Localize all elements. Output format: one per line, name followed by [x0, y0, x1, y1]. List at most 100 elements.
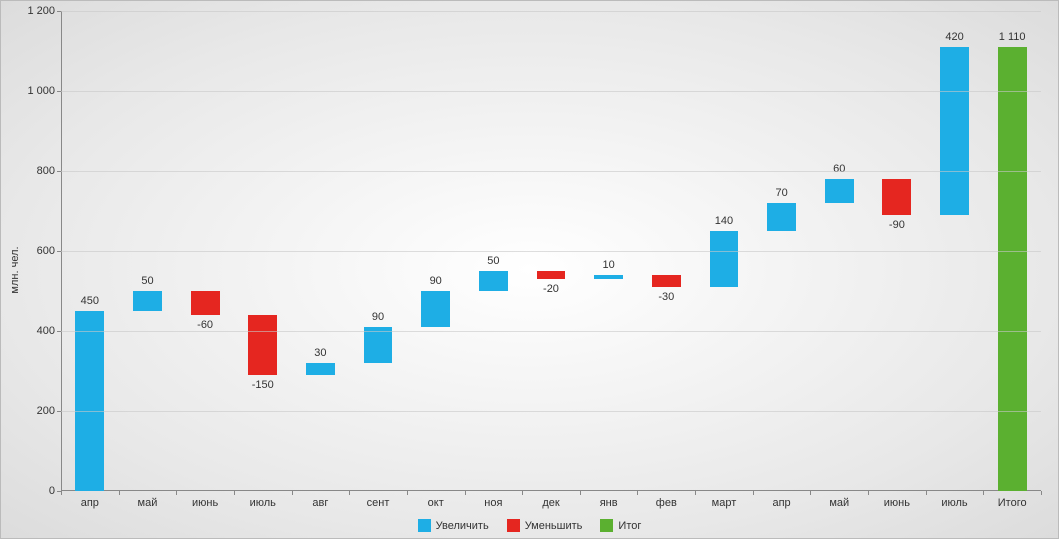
- legend-label: Увеличить: [436, 520, 489, 532]
- x-tick-label: март: [712, 497, 737, 509]
- bar-increase: 10: [594, 275, 623, 279]
- x-tick-label: июнь: [192, 497, 218, 509]
- bar-decrease: -60: [191, 291, 220, 315]
- bar-increase: 140: [710, 231, 739, 287]
- x-tick: [868, 491, 869, 495]
- x-tick: [292, 491, 293, 495]
- bar-value-label: -60: [197, 319, 213, 331]
- x-tick: [61, 491, 62, 495]
- x-tick: [926, 491, 927, 495]
- x-tick: [234, 491, 235, 495]
- gridline: [61, 411, 1041, 412]
- bar-value-label: 60: [833, 163, 845, 175]
- legend-swatch: [507, 519, 520, 532]
- bar-value-label: 90: [372, 311, 384, 323]
- x-tick: [407, 491, 408, 495]
- bar-value-label: 50: [141, 275, 153, 287]
- legend: Увеличить Уменьшить Итог: [1, 519, 1058, 532]
- y-tick-label: 600: [37, 245, 55, 257]
- x-tick-label: сент: [367, 497, 390, 509]
- x-tick-label: июль: [250, 497, 276, 509]
- bar-increase: 30: [306, 363, 335, 375]
- x-tick-label: фев: [656, 497, 677, 509]
- bar-value-label: -90: [889, 219, 905, 231]
- y-tick: [57, 91, 61, 92]
- bar-value-label: 420: [945, 31, 963, 43]
- x-tick: [580, 491, 581, 495]
- x-tick-label: янв: [600, 497, 618, 509]
- bar-value-label: 10: [603, 259, 615, 271]
- x-tick: [983, 491, 984, 495]
- legend-label: Итог: [618, 520, 641, 532]
- bar-decrease: -90: [882, 179, 911, 215]
- legend-label: Уменьшить: [525, 520, 583, 532]
- bar-value-label: 30: [314, 347, 326, 359]
- bar-total: 1 110: [998, 47, 1027, 491]
- bar-value-label: -20: [543, 283, 559, 295]
- x-tick-label: окт: [428, 497, 444, 509]
- x-tick: [695, 491, 696, 495]
- x-tick-label: май: [829, 497, 849, 509]
- bar-value-label: -150: [252, 379, 274, 391]
- x-tick: [465, 491, 466, 495]
- x-tick-label: Итого: [998, 497, 1027, 509]
- gridline: [61, 11, 1041, 12]
- bar-value-label: 450: [81, 295, 99, 307]
- bar-increase: 90: [364, 327, 393, 363]
- legend-item: Итог: [600, 519, 641, 532]
- bar-increase: 420: [940, 47, 969, 215]
- bar-decrease: -20: [537, 271, 566, 279]
- x-tick: [119, 491, 120, 495]
- y-tick-label: 200: [37, 405, 55, 417]
- bar-value-label: 1 110: [999, 31, 1026, 43]
- y-tick-label: 1 200: [27, 5, 55, 17]
- x-tick-label: май: [138, 497, 158, 509]
- x-tick: [810, 491, 811, 495]
- bar-decrease: -30: [652, 275, 681, 287]
- y-tick: [57, 11, 61, 12]
- x-tick: [522, 491, 523, 495]
- bar-value-label: 140: [715, 215, 733, 227]
- bar-increase: 60: [825, 179, 854, 203]
- legend-swatch: [600, 519, 613, 532]
- gridline: [61, 91, 1041, 92]
- bar-value-label: 50: [487, 255, 499, 267]
- bar-value-label: 70: [775, 187, 787, 199]
- gridline: [61, 171, 1041, 172]
- waterfall-chart: млн. чел. 450 50 -60 -150 30 90 90 50 -20 10 -30 14…: [0, 0, 1059, 539]
- legend-swatch: [418, 519, 431, 532]
- x-tick: [753, 491, 754, 495]
- legend-item: Увеличить: [418, 519, 489, 532]
- x-tick-label: авг: [312, 497, 328, 509]
- plot-area: 450 50 -60 -150 30 90 90 50 -20 10 -30 140 70 60 -90 42…: [61, 11, 1041, 491]
- y-tick: [57, 411, 61, 412]
- y-tick-label: 0: [49, 485, 55, 497]
- y-axis-title: млн. чел.: [9, 246, 21, 293]
- y-tick-label: 1 000: [27, 85, 55, 97]
- bar-increase: 90: [421, 291, 450, 327]
- gridline: [61, 331, 1041, 332]
- x-tick-label: апр: [81, 497, 99, 509]
- bar-increase: 70: [767, 203, 796, 231]
- x-tick-label: июнь: [884, 497, 910, 509]
- bar-increase: 450: [75, 311, 104, 491]
- y-tick: [57, 251, 61, 252]
- y-tick: [57, 171, 61, 172]
- x-tick-label: июль: [941, 497, 967, 509]
- bar-increase: 50: [479, 271, 508, 291]
- x-tick-label: ноя: [484, 497, 502, 509]
- y-tick-label: 800: [37, 165, 55, 177]
- bar-value-label: 90: [430, 275, 442, 287]
- x-tick: [1041, 491, 1042, 495]
- x-tick-label: дек: [542, 497, 559, 509]
- y-tick-label: 400: [37, 325, 55, 337]
- legend-item: Уменьшить: [507, 519, 583, 532]
- x-tick: [637, 491, 638, 495]
- y-tick: [57, 331, 61, 332]
- x-tick: [176, 491, 177, 495]
- x-tick-label: апр: [772, 497, 790, 509]
- bar-value-label: -30: [658, 291, 674, 303]
- bar-decrease: -150: [248, 315, 277, 375]
- x-tick: [349, 491, 350, 495]
- gridline: [61, 251, 1041, 252]
